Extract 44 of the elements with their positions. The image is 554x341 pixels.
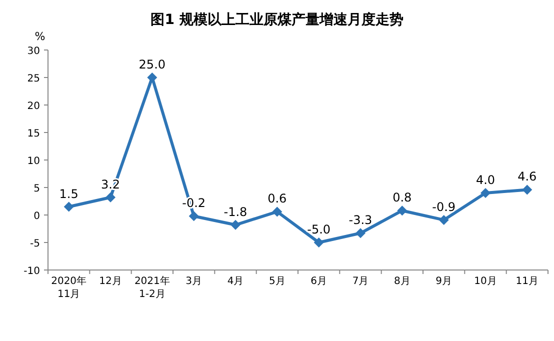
point (188, 211, 199, 222)
data-label: 25.0 (138, 58, 166, 72)
data-label: 0.6 (268, 192, 287, 206)
point (522, 184, 532, 195)
y-axis-title: % (34, 30, 46, 43)
x-tick-label: 6月 (310, 276, 328, 287)
x-tick-label: 8月 (394, 276, 410, 287)
y-tick-label: 20 (27, 101, 40, 112)
data-label: 0.8 (392, 190, 412, 205)
x-tick-label: 7月 (352, 276, 369, 287)
data-label: -5.0 (307, 222, 331, 236)
x-tick-label: 10月 (474, 276, 497, 287)
point (106, 192, 116, 202)
data-label: 4.0 (476, 173, 496, 187)
x-tick-label: 2021年 1-2月 (134, 275, 170, 300)
y-tick-label: 0 (34, 211, 40, 222)
y-tick-label: 5 (34, 184, 40, 194)
data-label: 1.5 (59, 186, 78, 201)
point (438, 214, 449, 225)
point (397, 206, 408, 216)
point (64, 202, 74, 212)
y-tick-label: 30 (27, 46, 40, 57)
data-label: 4.6 (518, 170, 537, 184)
x-tick-label: 3月 (186, 276, 202, 287)
y-tick-label: -5 (30, 238, 40, 250)
chart-title: 图1 规模以上工业原煤产量增速月度走势 (150, 11, 404, 28)
point (356, 228, 366, 238)
point (480, 188, 490, 198)
x-tick-label: 12月 (99, 276, 122, 287)
x-tick-label: 9月 (436, 276, 452, 287)
x-tick-label: 5月 (268, 276, 286, 287)
data-label: -3.3 (348, 213, 372, 228)
y-tick-label: 15 (27, 128, 40, 140)
point (272, 206, 282, 217)
point (230, 220, 240, 230)
data-label: -1.8 (224, 204, 248, 219)
y-tick-label: 10 (27, 156, 40, 167)
x-tick-label: 2020年 11月 (51, 275, 87, 300)
data-label: -0.9 (432, 200, 456, 214)
point (314, 238, 324, 248)
y-tick-label: 25 (27, 74, 40, 84)
y-tick-label: -10 (24, 266, 40, 277)
x-tick-label: 11月 (516, 276, 539, 287)
x-tick-label: 4月 (227, 276, 244, 287)
